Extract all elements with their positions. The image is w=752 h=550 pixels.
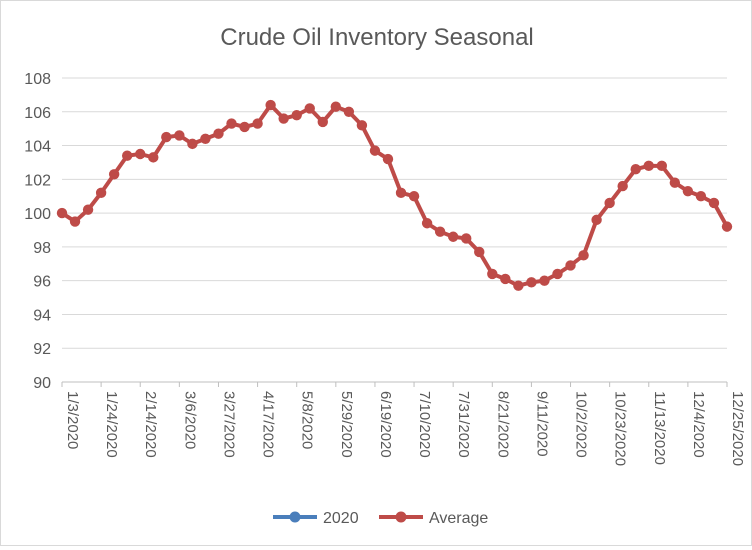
data-point — [135, 148, 146, 160]
data-point — [317, 116, 328, 128]
legend-swatch-marker — [395, 511, 407, 523]
data-point — [447, 231, 459, 242]
data-point — [513, 280, 524, 291]
data-point — [239, 121, 250, 133]
chart-title: Crude Oil Inventory Seasonal — [220, 24, 534, 51]
data-point — [474, 246, 485, 258]
x-tick-label: 7/10/2020 — [416, 391, 433, 458]
y-tick-label: 92 — [33, 341, 51, 358]
data-point — [82, 204, 94, 215]
data-point — [721, 221, 733, 232]
legend-swatch-marker — [289, 511, 301, 523]
data-point — [278, 113, 289, 124]
data-point — [395, 187, 407, 199]
x-tick-label: 12/4/2020 — [690, 391, 707, 458]
data-point — [617, 180, 628, 192]
data-point — [330, 101, 342, 112]
data-point — [656, 160, 668, 172]
y-tick-label: 94 — [33, 307, 51, 324]
legend-label: Average — [429, 510, 488, 527]
data-point — [500, 273, 511, 285]
x-tick-label: 9/11/2020 — [533, 391, 550, 457]
data-point — [552, 268, 563, 280]
data-point — [148, 152, 159, 163]
data-point — [252, 118, 263, 129]
data-point — [461, 233, 472, 244]
x-tick-label: 12/25/2020 — [729, 391, 746, 466]
x-tick-label: 1/24/2020 — [103, 391, 120, 458]
data-point — [121, 150, 133, 161]
data-point — [95, 187, 107, 199]
y-tick-label: 100 — [24, 206, 51, 223]
legend: 2020 Average — [273, 510, 488, 527]
x-tick-label: 4/17/2020 — [260, 391, 277, 458]
x-tick-label: 2/14/2020 — [142, 391, 159, 458]
y-tick-label: 106 — [24, 105, 51, 122]
data-point — [408, 191, 420, 202]
y-tick-label: 96 — [33, 274, 51, 291]
data-point — [56, 207, 68, 219]
gridlines — [62, 77, 727, 349]
x-axis: 1/3/2020 1/24/2020 2/14/2020 3/6/2020 3/27/2… — [61, 381, 746, 466]
data-point — [304, 103, 315, 114]
x-tick-label: 10/23/2020 — [612, 391, 629, 466]
data-point — [108, 169, 120, 180]
x-tick-label: 1/3/2020 — [64, 391, 81, 449]
data-point — [291, 109, 302, 121]
data-point — [630, 164, 641, 175]
data-point — [265, 99, 276, 111]
x-tick-label: 11/13/2020 — [651, 391, 668, 465]
data-point — [539, 275, 550, 286]
data-point — [487, 268, 498, 280]
data-point — [356, 120, 368, 131]
data-point — [695, 191, 707, 202]
data-point — [174, 130, 185, 141]
data-point — [643, 160, 654, 172]
data-point — [161, 131, 172, 143]
x-tick-label: 5/8/2020 — [299, 391, 316, 449]
x-tick-label: 8/21/2020 — [494, 391, 511, 458]
data-point — [187, 138, 198, 150]
data-point — [226, 118, 237, 129]
x-tick-label: 3/6/2020 — [181, 391, 198, 449]
x-tick-label: 6/19/2020 — [377, 391, 394, 458]
data-point — [578, 250, 589, 261]
data-point — [669, 177, 681, 188]
data-point — [421, 218, 433, 229]
data-point — [200, 133, 211, 144]
data-point — [213, 128, 224, 139]
series-line-average — [60, 103, 729, 288]
y-tick-label: 98 — [33, 240, 51, 257]
y-tick-label: 90 — [33, 375, 51, 392]
data-point — [682, 185, 694, 197]
data-point — [434, 226, 446, 237]
y-tick-label: 104 — [24, 139, 51, 156]
x-tick-label: 10/2/2020 — [573, 391, 590, 458]
series-group — [56, 99, 733, 291]
data-point — [343, 106, 355, 117]
data-point — [526, 277, 537, 288]
y-axis: 90 92 94 96 98 100 102 104 106 108 — [24, 71, 51, 392]
x-tick-label: 5/29/2020 — [338, 391, 355, 458]
data-point — [604, 197, 615, 209]
x-tick-label: 7/31/2020 — [455, 391, 472, 458]
data-point — [591, 214, 602, 226]
y-tick-label: 102 — [24, 172, 51, 189]
data-point — [369, 145, 381, 156]
x-tick-label: 3/27/2020 — [220, 391, 237, 458]
data-point — [708, 197, 720, 209]
data-point — [69, 216, 81, 227]
y-tick-label: 108 — [24, 71, 51, 88]
data-point — [382, 153, 394, 165]
data-point — [565, 260, 576, 271]
legend-label: 2020 — [323, 510, 359, 527]
